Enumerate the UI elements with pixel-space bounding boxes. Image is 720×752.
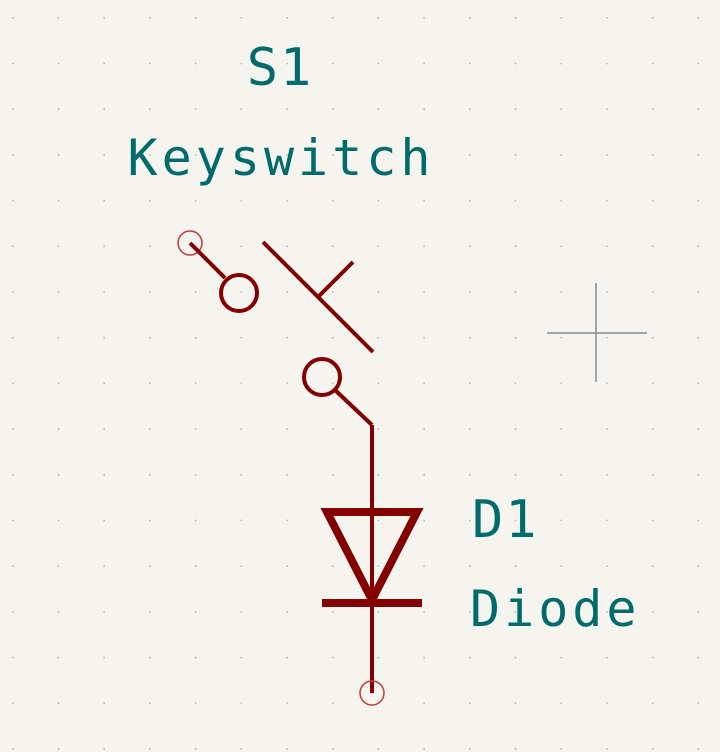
switch-pin-1-marker[interactable] [177, 230, 203, 256]
switch-contact-2 [302, 357, 342, 397]
diode-symbol[interactable]: D1 Diode [320, 490, 641, 706]
grid-dots [12, 17, 700, 750]
crosshair-icon [547, 283, 647, 382]
diode-value-label[interactable]: Diode [470, 580, 641, 638]
keyswitch-symbol[interactable]: S1 Keyswitch [128, 38, 435, 427]
switch-reference-label[interactable]: S1 [247, 38, 314, 98]
switch-lead-2 [333, 388, 374, 427]
switch-actuator [316, 260, 355, 299]
switch-lead-1 [188, 241, 227, 280]
switch-contact-1 [219, 273, 259, 313]
diode-pin-marker[interactable] [359, 680, 385, 706]
diode-reference-label[interactable]: D1 [472, 490, 539, 550]
switch-value-label[interactable]: Keyswitch [128, 129, 435, 187]
